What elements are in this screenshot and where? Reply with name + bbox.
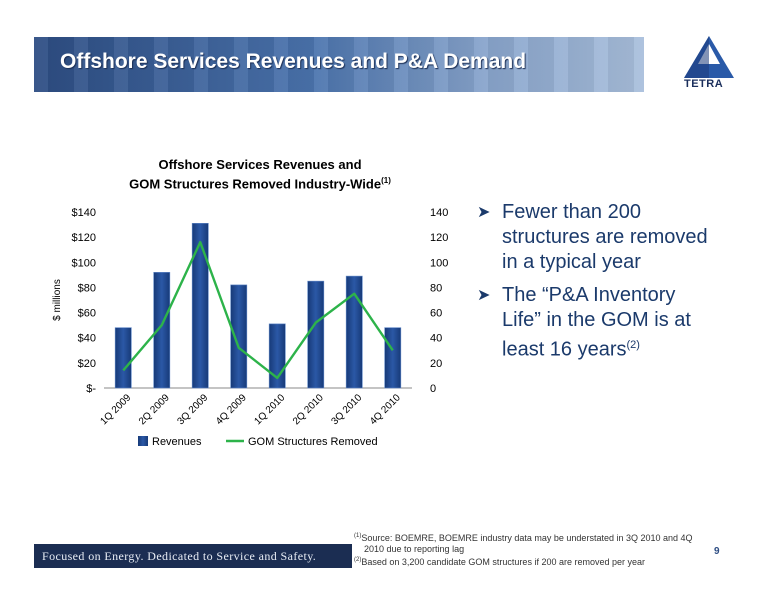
- y-right-tick-label: 60: [430, 308, 442, 320]
- y-right-tick-label: 100: [430, 257, 448, 269]
- revenue-bar: [153, 272, 171, 389]
- y-left-tick-label: $140: [72, 207, 96, 219]
- bullet-list: ➤ Fewer than 200 structures are removed …: [477, 200, 717, 371]
- bullet-text: The “P&A Inventory Life” in the GOM is a…: [502, 284, 691, 361]
- y-right-tick-label: 40: [430, 333, 442, 345]
- x-tick-label: 1Q 2009: [98, 392, 133, 427]
- y-right-tick-label: 80: [430, 282, 442, 294]
- x-tick-label: 4Q 2010: [368, 392, 403, 427]
- slide-title: Offshore Services Revenues and P&A Deman…: [60, 50, 527, 73]
- chart-title-footnote-mark: (1): [381, 176, 391, 185]
- revenue-bar: [191, 223, 209, 389]
- logo-text: TETRA: [684, 78, 724, 90]
- revenue-bar: [230, 284, 248, 389]
- bullet-footnote-mark: (2): [626, 339, 640, 351]
- y-right-tick-label: 140: [430, 207, 448, 219]
- revenue-bar: [307, 280, 325, 389]
- banner-texture: [34, 37, 644, 92]
- y-left-tick-label: $20: [78, 358, 96, 370]
- y-right-tick-label: 20: [430, 358, 442, 370]
- legend-revenues-swatch: [138, 436, 148, 446]
- footer-band: Focused on Energy. Dedicated to Service …: [34, 544, 352, 568]
- y-left-tick-label: $60: [78, 308, 96, 320]
- bullet-item: ➤ Fewer than 200 structures are removed …: [477, 200, 717, 275]
- footnote-1-mark: (1): [354, 533, 362, 539]
- arrow-bullet-icon: ➤: [477, 204, 491, 221]
- x-tick-label: 2Q 2009: [137, 392, 172, 427]
- chart-title-line2: GOM Structures Removed Industry-Wide: [129, 176, 382, 192]
- revenue-bar: [384, 327, 402, 389]
- y-left-tick-label: $80: [78, 282, 96, 294]
- y-right-tick-label: 120: [430, 232, 448, 244]
- tetra-logo-icon: [684, 36, 734, 78]
- title-banner: Offshore Services Revenues and P&A Deman…: [34, 37, 644, 92]
- footnotes: (1)Source: BOEMRE, BOEMRE industry data …: [354, 531, 694, 568]
- arrow-bullet-icon: ➤: [477, 287, 491, 304]
- y-left-tick-label: $100: [72, 257, 96, 269]
- y-left-tick-label: $-: [86, 383, 96, 395]
- structures-removed-line: [122, 240, 394, 380]
- x-tick-label: 3Q 2009: [175, 392, 210, 427]
- footnote-2-text: Based on 3,200 candidate GOM structures …: [361, 557, 645, 567]
- y-axis-label: $ millions: [52, 279, 63, 321]
- x-tick-label: 4Q 2009: [214, 392, 249, 427]
- footnote-1: (1)Source: BOEMRE, BOEMRE industry data …: [354, 531, 694, 544]
- y-left-tick-label: $120: [72, 232, 96, 244]
- footnote-1-text: Source: BOEMRE, BOEMRE industry data may…: [361, 533, 693, 543]
- y-left-tick-label: $40: [78, 333, 96, 345]
- legend-revenues-label: Revenues: [152, 436, 202, 448]
- footnote-2: (2)Based on 3,200 candidate GOM structur…: [354, 555, 694, 568]
- footer-tagline: Focused on Energy. Dedicated to Service …: [42, 549, 317, 563]
- revenue-bar: [345, 275, 363, 389]
- x-tick-label: 2Q 2010: [291, 392, 326, 427]
- x-tick-label: 1Q 2010: [252, 392, 287, 427]
- bullet-item: ➤ The “P&A Inventory Life” in the GOM is…: [477, 283, 717, 363]
- chart-title-line1: Offshore Services Revenues and: [158, 157, 362, 172]
- page-number: 9: [714, 546, 720, 557]
- revenue-bar: [114, 327, 132, 389]
- footnote-1-continued: 2010 due to reporting lag: [364, 544, 465, 554]
- bullet-text: Fewer than 200 structures are removed in…: [502, 201, 708, 273]
- chart-title: Offshore Services Revenues and GOM Struc…: [100, 157, 420, 192]
- x-tick-label: 3Q 2010: [329, 392, 364, 427]
- legend-structures-label: GOM Structures Removed: [248, 436, 378, 448]
- footnote-2-mark: (2): [354, 557, 362, 563]
- y-right-tick-label: 0: [430, 383, 436, 395]
- revenue-chart: $- $20 $40 $60 $80 $100 $120 $140 0 20 40 60 80 100 12…: [52, 207, 448, 448]
